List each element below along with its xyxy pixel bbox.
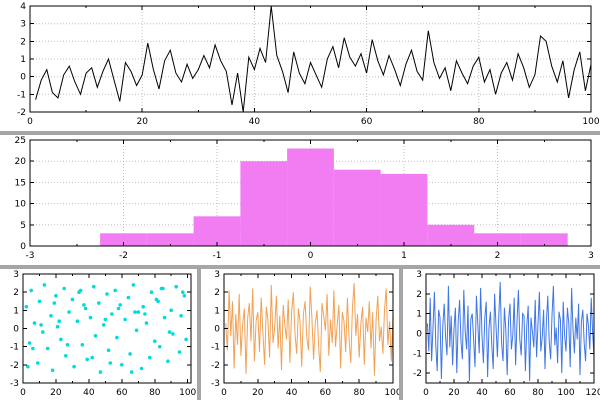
svg-text:20: 20 [15, 157, 27, 167]
svg-text:1: 1 [13, 306, 19, 316]
panel-blue-noise: 0 20 40 60 80 100 120 -2 -1 0 1 2 3 [403, 269, 600, 400]
svg-text:-3: -3 [211, 379, 220, 389]
panel-orange-noise: 0 20 40 60 80 100 -3 -2 -1 0 1 2 3 [201, 269, 399, 400]
svg-text:2: 2 [13, 288, 19, 298]
svg-text:-2: -2 [119, 251, 128, 261]
svg-text:0: 0 [221, 388, 227, 398]
svg-text:0: 0 [308, 251, 314, 261]
svg-text:60: 60 [320, 388, 332, 398]
svg-text:0: 0 [416, 330, 422, 340]
svg-text:-1: -1 [211, 343, 220, 353]
svg-text:15: 15 [15, 178, 26, 188]
svg-text:20: 20 [136, 117, 148, 127]
svg-text:0: 0 [27, 117, 33, 127]
scatter-chart: 0 20 40 60 80 100 -3 -2 -1 0 1 2 3 [10, 270, 197, 398]
panel-histogram: -3 -2 -1 0 1 2 3 0 5 10 15 20 25 [0, 135, 600, 265]
svg-text:2: 2 [20, 37, 26, 47]
svg-text:40: 40 [476, 388, 488, 398]
svg-text:-1: -1 [413, 349, 422, 359]
svg-text:-3: -3 [26, 251, 35, 261]
svg-text:120: 120 [585, 388, 600, 398]
svg-text:1: 1 [20, 55, 26, 65]
svg-text:20: 20 [50, 388, 62, 398]
bottom-panel-row: 0 20 40 60 80 100 -3 -2 -1 0 1 2 3 0 20 40 60 80 100 -3 -2-… [0, 269, 600, 400]
svg-text:-1: -1 [10, 343, 19, 353]
svg-text:0: 0 [20, 242, 26, 252]
svg-text:60: 60 [504, 388, 516, 398]
svg-text:2: 2 [214, 288, 220, 298]
blue-noise-chart: 0 20 40 60 80 100 120 -2 -1 0 1 2 3 [413, 270, 600, 398]
orange-noise-chart: 0 20 40 60 80 100 -3 -2 -1 0 1 2 3 [211, 270, 399, 398]
svg-text:100: 100 [557, 388, 574, 398]
svg-text:1: 1 [401, 251, 407, 261]
svg-text:3: 3 [13, 270, 19, 280]
svg-text:-3: -3 [10, 379, 19, 389]
svg-text:20: 20 [448, 388, 460, 398]
svg-text:100: 100 [384, 388, 399, 398]
svg-text:25: 25 [15, 136, 26, 146]
svg-text:0: 0 [20, 388, 26, 398]
svg-text:40: 40 [83, 388, 95, 398]
histogram-chart: -3 -2 -1 0 1 2 3 0 5 10 15 20 25 [15, 136, 594, 261]
svg-text:-1: -1 [213, 251, 222, 261]
svg-text:-2: -2 [17, 108, 26, 118]
noise-line-chart: 0 20 40 60 80 100 -2 -1 0 1 2 3 4 [17, 2, 600, 127]
svg-text:100: 100 [179, 388, 196, 398]
svg-text:0: 0 [13, 325, 19, 335]
svg-text:40: 40 [249, 117, 261, 127]
svg-text:2: 2 [416, 290, 422, 300]
svg-text:0: 0 [214, 325, 220, 335]
svg-text:100: 100 [582, 117, 599, 127]
svg-text:80: 80 [473, 117, 485, 127]
svg-text:80: 80 [149, 388, 161, 398]
svg-text:4: 4 [20, 2, 26, 12]
svg-text:40: 40 [286, 388, 298, 398]
svg-text:5: 5 [20, 221, 26, 231]
svg-text:-2: -2 [10, 361, 19, 371]
svg-text:-2: -2 [413, 369, 422, 379]
svg-text:0: 0 [423, 388, 429, 398]
svg-text:3: 3 [416, 270, 422, 280]
svg-text:10: 10 [15, 200, 27, 210]
svg-text:3: 3 [214, 270, 220, 280]
svg-text:3: 3 [588, 251, 594, 261]
svg-text:20: 20 [252, 388, 264, 398]
panel-scatter: 0 20 40 60 80 100 -3 -2 -1 0 1 2 3 [0, 269, 197, 400]
svg-text:60: 60 [361, 117, 373, 127]
svg-text:1: 1 [214, 306, 220, 316]
svg-text:80: 80 [532, 388, 544, 398]
svg-text:3: 3 [20, 20, 26, 30]
svg-text:80: 80 [353, 388, 365, 398]
svg-text:-1: -1 [17, 90, 26, 100]
svg-text:0: 0 [20, 73, 26, 83]
svg-text:60: 60 [116, 388, 128, 398]
svg-text:1: 1 [416, 310, 422, 320]
svg-text:-2: -2 [211, 361, 220, 371]
svg-text:2: 2 [495, 251, 501, 261]
panel-noise-line: 0 20 40 60 80 100 -2 -1 0 1 2 3 4 [0, 0, 600, 131]
